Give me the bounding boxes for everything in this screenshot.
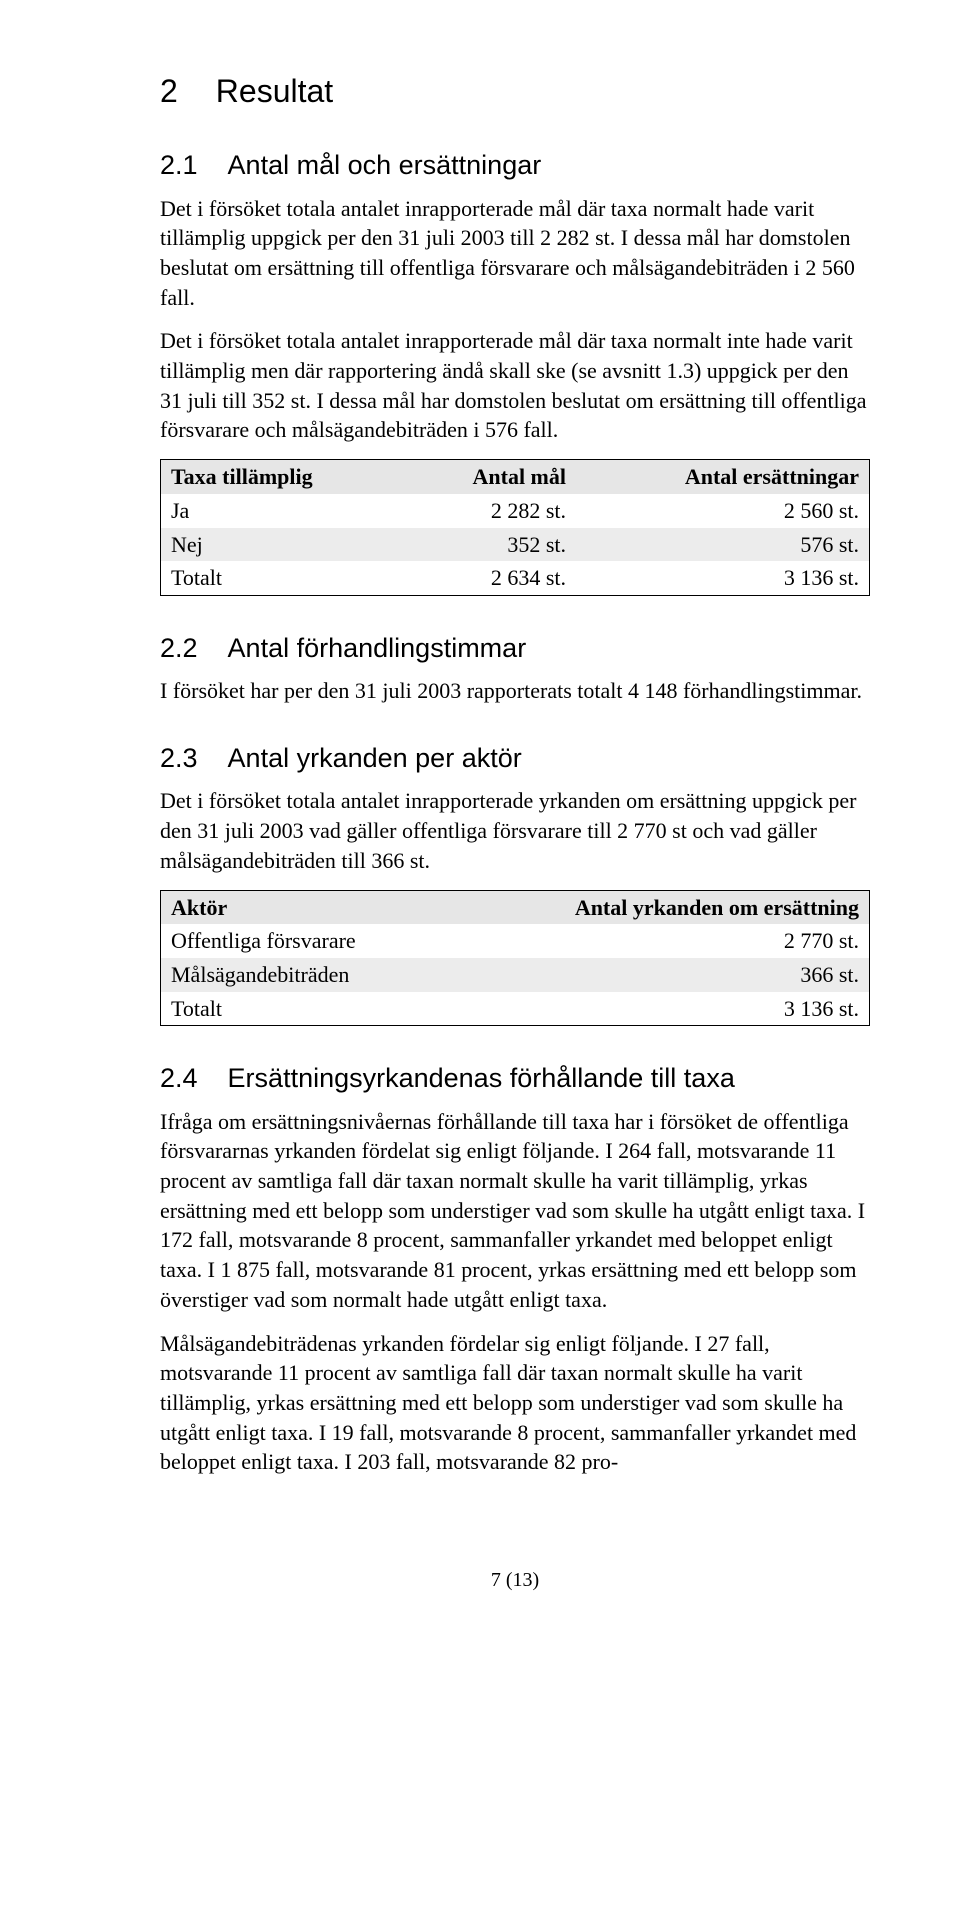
cell: 366 st. [446, 958, 870, 992]
table-header-row: Taxa tillämplig Antal mål Antal ersättni… [161, 460, 870, 494]
paragraph: Ifråga om ersättningsnivåernas förhållan… [160, 1107, 870, 1315]
paragraph: Det i försöket totala antalet inrapporte… [160, 194, 870, 313]
paragraph: Målsägandebiträdenas yrkanden fördelar s… [160, 1329, 870, 1477]
col-header: Antal mål [405, 460, 576, 494]
cell: Ja [161, 494, 405, 528]
table-row: Målsägandebiträden 366 st. [161, 958, 870, 992]
table-aktor: Aktör Antal yrkanden om ersättning Offen… [160, 890, 870, 1027]
col-header: Aktör [161, 890, 446, 924]
heading-number: 2.4 [160, 1060, 198, 1096]
cell: Offentliga försvarare [161, 924, 446, 958]
col-header: Antal ersättningar [576, 460, 870, 494]
heading-title: Antal förhandlingstimmar [228, 630, 527, 666]
cell: Totalt [161, 561, 405, 595]
table-row: Totalt 2 634 st. 3 136 st. [161, 561, 870, 595]
table-row: Nej 352 st. 576 st. [161, 528, 870, 562]
col-header: Taxa tillämplig [161, 460, 405, 494]
heading-resultat: 2 Resultat [160, 70, 870, 113]
heading-number: 2.1 [160, 147, 198, 183]
cell: 576 st. [576, 528, 870, 562]
heading-2-4: 2.4 Ersättningsyrkandenas förhållande ti… [160, 1060, 870, 1096]
cell: Totalt [161, 992, 446, 1026]
table-row: Ja 2 282 st. 2 560 st. [161, 494, 870, 528]
cell: 2 560 st. [576, 494, 870, 528]
heading-title: Antal yrkanden per aktör [228, 740, 522, 776]
heading-number: 2.3 [160, 740, 198, 776]
heading-title: Resultat [216, 70, 333, 113]
cell: 3 136 st. [576, 561, 870, 595]
cell: 352 st. [405, 528, 576, 562]
cell: 2 634 st. [405, 561, 576, 595]
cell: 3 136 st. [446, 992, 870, 1026]
cell: 2 282 st. [405, 494, 576, 528]
heading-2-3: 2.3 Antal yrkanden per aktör [160, 740, 870, 776]
heading-number: 2.2 [160, 630, 198, 666]
heading-2-2: 2.2 Antal förhandlingstimmar [160, 630, 870, 666]
table-taxa-tillamplig: Taxa tillämplig Antal mål Antal ersättni… [160, 459, 870, 596]
cell: Nej [161, 528, 405, 562]
heading-title: Ersättningsyrkandenas förhållande till t… [228, 1060, 735, 1096]
table-row: Totalt 3 136 st. [161, 992, 870, 1026]
table-row: Offentliga försvarare 2 770 st. [161, 924, 870, 958]
heading-title: Antal mål och ersättningar [228, 147, 542, 183]
table-header-row: Aktör Antal yrkanden om ersättning [161, 890, 870, 924]
cell: Målsägandebiträden [161, 958, 446, 992]
col-header: Antal yrkanden om ersättning [446, 890, 870, 924]
paragraph: Det i försöket totala antalet inrapporte… [160, 786, 870, 875]
cell: 2 770 st. [446, 924, 870, 958]
page-number: 7 (13) [160, 1567, 870, 1594]
paragraph: Det i försöket totala antalet inrapporte… [160, 326, 870, 445]
heading-number: 2 [160, 70, 178, 113]
heading-2-1: 2.1 Antal mål och ersättningar [160, 147, 870, 183]
paragraph: I försöket har per den 31 juli 2003 rapp… [160, 676, 870, 706]
